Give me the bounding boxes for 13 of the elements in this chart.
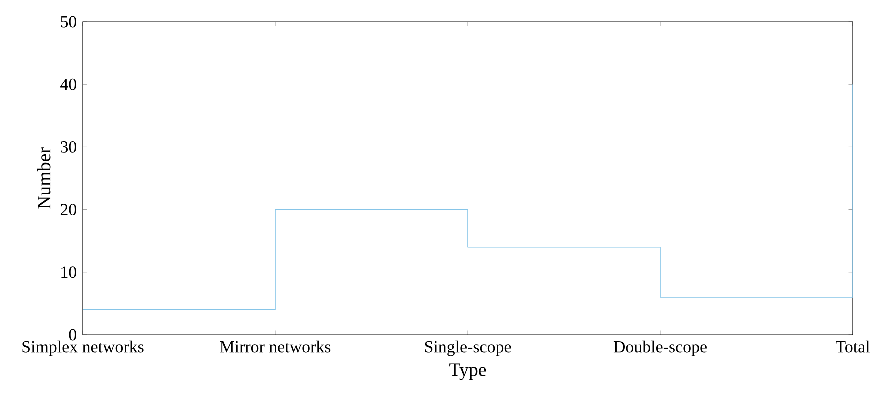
y-tick-label: 50 [61,16,77,28]
y-tick-label: 10 [62,266,77,278]
y-tick-label: 30 [61,141,77,153]
y-axis-title: Number [37,148,51,209]
x-tick-label: Single-scope [425,340,512,356]
x-tick-label: Total [836,340,870,353]
x-tick-label: Simplex networks [22,340,144,356]
x-axis-title: Type [450,364,486,380]
y-tick-label: 0 [69,329,77,341]
x-tick-label: Double-scope [614,340,707,356]
x-tick-label: Mirror networks [220,340,331,353]
y-tick-label: 20 [60,204,77,216]
y-tick-label: 40 [60,78,77,90]
